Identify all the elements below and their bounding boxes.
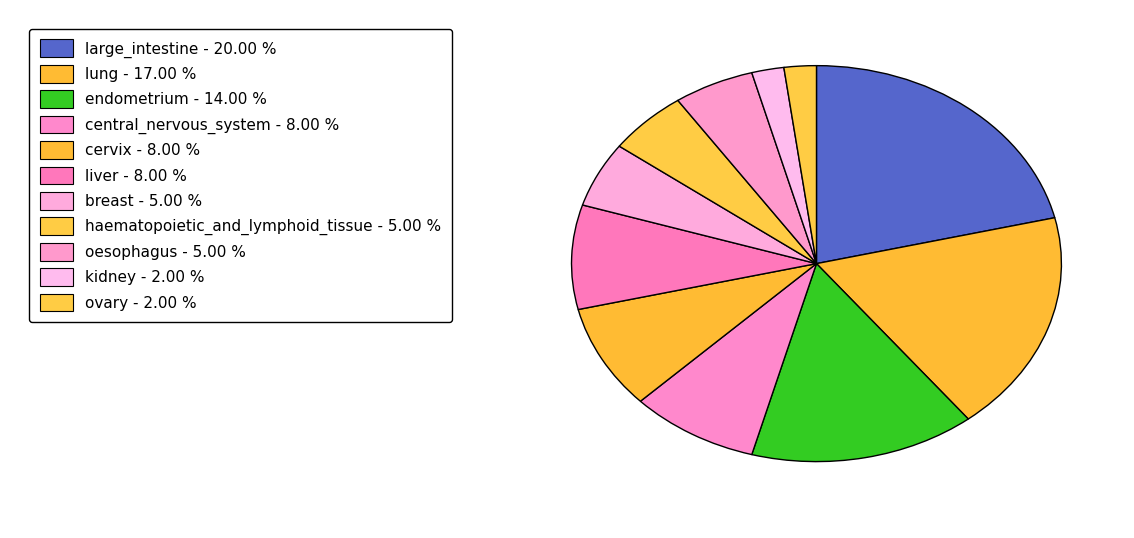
Wedge shape [583,146,816,264]
Legend: large_intestine - 20.00 %, lung - 17.00 %, endometrium - 14.00 %, central_nervou: large_intestine - 20.00 %, lung - 17.00 … [29,29,452,322]
Wedge shape [619,101,816,264]
Wedge shape [572,205,816,309]
Wedge shape [816,66,1055,264]
Wedge shape [752,67,816,264]
Wedge shape [784,66,816,264]
Wedge shape [752,264,968,462]
Wedge shape [641,264,816,455]
Wedge shape [578,264,816,401]
Wedge shape [678,73,816,264]
Wedge shape [816,218,1061,419]
